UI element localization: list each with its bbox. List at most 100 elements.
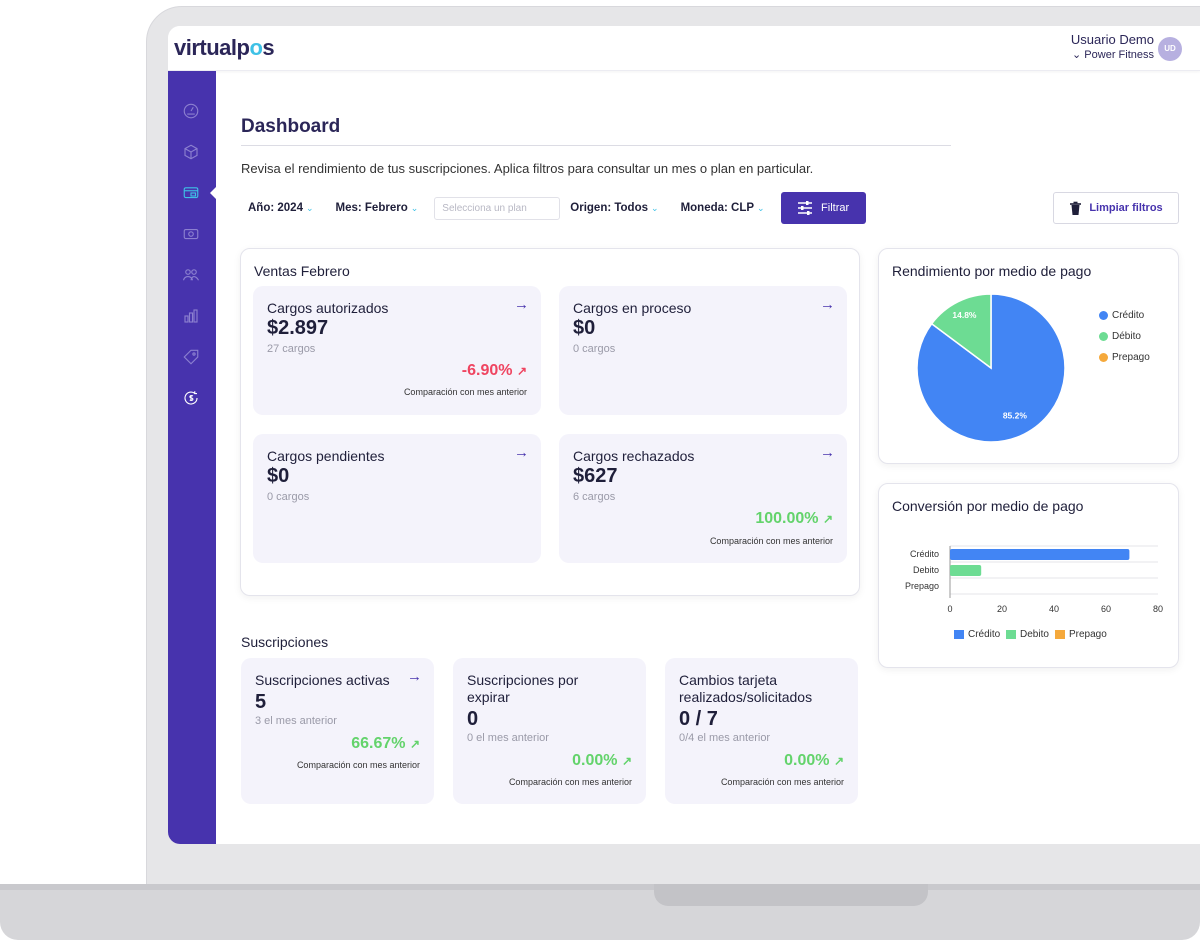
money-refresh-icon[interactable]	[180, 387, 202, 409]
processing-charges-card[interactable]: Cargos en proceso → $0 0 cargos	[559, 286, 847, 415]
x-tick-label: 60	[1101, 604, 1111, 614]
logo-o: o	[249, 35, 263, 60]
trash-icon	[1070, 201, 1082, 215]
card-title: Cargos pendientes	[267, 448, 385, 464]
legend-swatch	[954, 630, 964, 639]
trend-up-icon: ↗	[409, 737, 420, 751]
legend-swatch	[1099, 311, 1108, 320]
comparison-text: Comparación con mes anterior	[296, 760, 420, 770]
card-value: $0	[267, 465, 290, 487]
active-subscriptions-card[interactable]: Suscripciones activas → 5 3 el mes anter…	[241, 658, 434, 804]
card-title-line2: realizados/solicitados	[679, 689, 813, 705]
rejected-charges-card[interactable]: Cargos rechazados → $627 6 cargos 100.00…	[559, 434, 847, 563]
change-percent: -6.90% ↗	[462, 362, 527, 380]
card-subtext: 0 cargos	[267, 491, 310, 503]
user-name: Usuario Demo	[1070, 32, 1154, 47]
legend-credito: Crédito	[1099, 310, 1144, 321]
arrow-right-icon[interactable]: →	[820, 296, 835, 313]
legend-debito: Debito	[1006, 629, 1049, 640]
month-filter[interactable]: Mes: Febrero ⌄	[336, 202, 419, 214]
comparison-text: Comparación con mes anterior	[403, 387, 527, 397]
card-title: Cambios tarjeta realizados/solicitados	[679, 672, 812, 706]
pending-charges-card[interactable]: Cargos pendientes → $0 0 cargos	[253, 434, 541, 563]
card-subtext: 0 el mes anterior	[467, 732, 549, 744]
arrow-right-icon[interactable]: →	[514, 444, 529, 461]
brand-logo[interactable]: virtualpos	[174, 35, 275, 61]
laptop-base	[0, 884, 1200, 940]
category-label: Crédito	[910, 549, 939, 559]
trend-up-icon: ↗	[621, 754, 632, 768]
user-menu[interactable]: Usuario Demo ⌄ Power Fitness	[1071, 32, 1154, 61]
clear-filters-label: Limpiar filtros	[1089, 202, 1163, 214]
clear-filters-button[interactable]: Limpiar filtros	[1053, 192, 1179, 224]
chevron-down-icon: ⌄	[651, 203, 659, 213]
users-icon[interactable]	[180, 264, 202, 286]
x-tick-label: 0	[947, 604, 952, 614]
avatar[interactable]: UD	[1158, 37, 1182, 61]
card-subtext: 27 cargos	[267, 343, 316, 355]
legend-swatch	[1099, 353, 1108, 362]
sales-panel-title: Ventas Febrero	[254, 263, 350, 279]
title-divider	[241, 145, 951, 146]
org-selector[interactable]: ⌄ Power Fitness	[1072, 49, 1154, 61]
origin-filter-label: Origen: Todos	[570, 202, 649, 214]
payments-icon[interactable]	[180, 223, 202, 245]
comparison-text: Comparación con mes anterior	[508, 777, 632, 787]
x-tick-label: 80	[1153, 604, 1163, 614]
change-value: 66.67%	[351, 735, 406, 752]
bar-chart-panel: Conversión por medio de pago Crédito Debi…	[878, 483, 1179, 668]
trend-up-icon: ↗	[833, 754, 844, 768]
pie-chart: 85.2% 14.8%	[916, 293, 1066, 443]
app-screen: virtualpos Usuario Demo ⌄ Power Fitness …	[168, 26, 1200, 844]
chevron-down-icon: ⌄	[757, 203, 765, 213]
pie-slice-débito[interactable]	[930, 293, 992, 370]
chevron-down-icon: ⌄	[410, 203, 419, 213]
card-title-line1: Suscripciones por	[467, 672, 579, 688]
arrow-right-icon[interactable]: →	[407, 668, 422, 685]
authorized-charges-card[interactable]: Cargos autorizados → $2.897 27 cargos -6…	[253, 286, 541, 415]
sales-panel: Ventas Febrero Cargos autorizados → $2.8…	[240, 248, 860, 596]
trend-up-icon: ↗	[516, 364, 527, 378]
top-bar: virtualpos Usuario Demo ⌄ Power Fitness …	[168, 26, 1200, 71]
logo-prefix: virtualp	[174, 35, 250, 60]
laptop-notch	[654, 884, 928, 906]
bar-crédito[interactable]	[950, 549, 1130, 560]
bar-chart-title: Conversión por medio de pago	[892, 498, 1084, 514]
card-title: Cargos autorizados	[267, 300, 389, 316]
pie-slice-label: 14.8%	[952, 310, 977, 320]
logo-suffix: s	[262, 35, 275, 60]
year-filter-label: Año: 2024	[248, 202, 303, 214]
expiring-subscriptions-card[interactable]: Suscripciones por expirar 0 0 el mes ante…	[453, 658, 646, 804]
change-percent: 100.00% ↗	[755, 510, 833, 528]
card-subtext: 6 cargos	[573, 491, 616, 503]
speedometer-icon[interactable]	[180, 100, 202, 122]
card-title-line1: Cambios tarjeta	[679, 672, 778, 688]
sidebar	[168, 71, 217, 844]
arrow-right-icon[interactable]: →	[820, 444, 835, 461]
plan-select[interactable]: Selecciona un plan	[434, 196, 561, 220]
legend-swatch	[1055, 630, 1065, 639]
pie-slice-label: 85.2%	[1003, 411, 1028, 421]
page-title: Dashboard	[241, 116, 341, 137]
card-value: $627	[573, 465, 618, 487]
legend-swatch	[1099, 332, 1108, 341]
credit-card-icon[interactable]	[180, 182, 202, 204]
tag-icon[interactable]	[180, 346, 202, 368]
legend-label: Crédito	[1112, 310, 1145, 321]
legend-credito: Crédito	[954, 629, 1000, 640]
year-filter[interactable]: Año: 2024 ⌄	[248, 202, 314, 214]
pie-chart-panel: Rendimiento por medio de pago 85.2% 14.8%…	[878, 248, 1179, 464]
month-filter-label: Mes: Febrero	[335, 202, 408, 214]
cube-icon[interactable]	[180, 141, 202, 163]
card-changes-card[interactable]: Cambios tarjeta realizados/solicitados 0 …	[665, 658, 858, 804]
currency-filter-label: Moneda: CLP	[680, 202, 755, 214]
change-percent: 0.00% ↗	[784, 752, 844, 770]
category-label: Debito	[913, 565, 939, 575]
legend-label: Prepago	[1069, 629, 1107, 640]
bar-debito[interactable]	[950, 565, 982, 576]
origin-filter[interactable]: Origen: Todos ⌄	[570, 202, 658, 214]
filter-button[interactable]: Filtrar	[780, 192, 866, 224]
currency-filter[interactable]: Moneda: CLP ⌄	[681, 202, 765, 214]
arrow-right-icon[interactable]: →	[514, 296, 529, 313]
bar-chart-icon[interactable]	[180, 305, 202, 327]
